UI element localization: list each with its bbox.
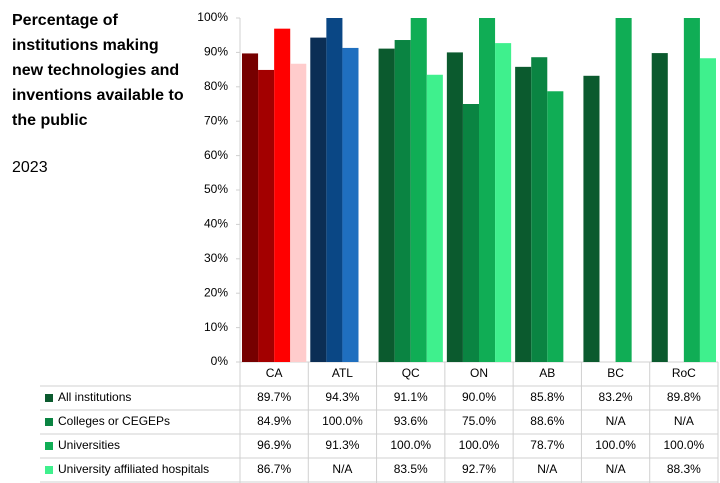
- bar: [515, 66, 532, 363]
- bar: [446, 52, 463, 363]
- table-cell: 89.8%: [667, 390, 701, 404]
- y-tick-label: 100%: [197, 10, 228, 24]
- table-cell: 100.0%: [664, 438, 705, 452]
- legend-swatch: [45, 418, 53, 426]
- table-cell: N/A: [537, 462, 557, 476]
- bar: [378, 48, 395, 363]
- y-tick-label: 20%: [204, 285, 228, 299]
- y-tick-label: 10%: [204, 320, 228, 334]
- table-cell: 89.7%: [257, 390, 291, 404]
- bar: [495, 43, 512, 362]
- bar: [274, 28, 291, 362]
- table-cell: N/A: [606, 414, 626, 428]
- bar: [290, 63, 307, 362]
- chart-subtitle: 2023: [12, 159, 48, 176]
- legend-swatch: [45, 394, 53, 402]
- table-cell: 75.0%: [462, 414, 496, 428]
- table-cell: 100.0%: [459, 438, 500, 452]
- bar: [683, 18, 700, 362]
- table-cell: N/A: [332, 462, 352, 476]
- legend-label: Universities: [58, 438, 120, 452]
- table-cell: 96.9%: [257, 438, 291, 452]
- bar: [310, 37, 327, 362]
- bar: [242, 53, 259, 362]
- x-tick-label: ON: [470, 366, 488, 380]
- table-cell: N/A: [674, 414, 694, 428]
- bar: [394, 40, 411, 363]
- y-tick-label: 80%: [204, 79, 228, 93]
- x-tick-label: BC: [607, 366, 624, 380]
- bar: [326, 18, 343, 362]
- bar: [547, 91, 564, 362]
- legend-swatch: [45, 442, 53, 450]
- table-cell: 92.7%: [462, 462, 496, 476]
- x-tick-label: QC: [402, 366, 420, 380]
- y-tick-label: 70%: [204, 113, 228, 127]
- bar: [583, 75, 600, 363]
- x-tick-label: AB: [539, 366, 555, 380]
- table-cell: 93.6%: [394, 414, 428, 428]
- table-cell: 90.0%: [462, 390, 496, 404]
- table-cell: 94.3%: [325, 390, 359, 404]
- table-cell: 100.0%: [322, 414, 363, 428]
- bar: [699, 58, 716, 363]
- x-tick-label: CA: [266, 366, 283, 380]
- y-tick-label: 30%: [204, 251, 228, 265]
- legend-swatch: [45, 466, 53, 474]
- table-cell: 100.0%: [595, 438, 636, 452]
- table-cell: 91.1%: [394, 390, 428, 404]
- table-cell: 91.3%: [325, 438, 359, 452]
- x-tick-label: ATL: [332, 366, 353, 380]
- bar: [426, 74, 443, 362]
- table-cell: 88.3%: [667, 462, 701, 476]
- legend-label: University affiliated hospitals: [58, 462, 209, 476]
- y-tick-label: 60%: [204, 148, 228, 162]
- chart-title: Percentage of institutions making new te…: [12, 12, 184, 129]
- bar: [342, 47, 359, 362]
- bar: [462, 104, 479, 362]
- bar: [651, 53, 668, 362]
- table-cell: N/A: [606, 462, 626, 476]
- bar: [258, 69, 275, 362]
- table-cell: 85.8%: [530, 390, 564, 404]
- legend-label: All institutions: [58, 390, 131, 404]
- bar: [615, 18, 632, 362]
- x-tick-label: RoC: [672, 366, 696, 380]
- legend-label: Colleges or CEGEPs: [58, 414, 170, 428]
- y-tick-label: 90%: [204, 45, 228, 59]
- table-cell: 83.2%: [599, 390, 633, 404]
- table-cell: 78.7%: [530, 438, 564, 452]
- bar: [479, 18, 496, 362]
- y-tick-label: 50%: [204, 182, 228, 196]
- y-tick-label: 0%: [211, 354, 229, 368]
- table-cell: 88.6%: [530, 414, 564, 428]
- bar: [410, 18, 427, 362]
- table-cell: 100.0%: [390, 438, 431, 452]
- y-tick-label: 40%: [204, 217, 228, 231]
- table-cell: 84.9%: [257, 414, 291, 428]
- table-cell: 83.5%: [394, 462, 428, 476]
- table-cell: 86.7%: [257, 462, 291, 476]
- bar: [531, 57, 548, 362]
